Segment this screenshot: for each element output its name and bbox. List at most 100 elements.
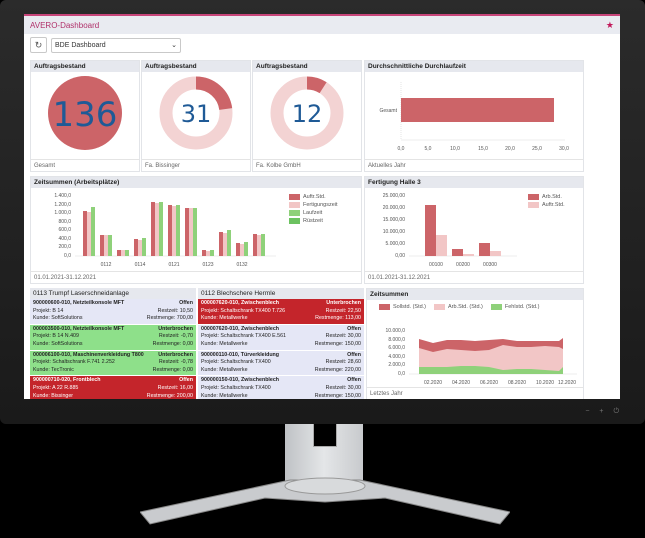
panel-footer: 01.01.2021-31.12.2021	[368, 275, 431, 281]
durchlaufzeit-chart: Gesamt 0,0 5,0 10,0 15,0 20,0 25,0 30,0	[379, 82, 569, 152]
panel-title: 0113 Trumpf Laserschneidanlage	[30, 288, 196, 299]
svg-text:400,0: 400,0	[58, 236, 71, 242]
svg-text:5,0: 5,0	[425, 146, 432, 152]
job-item[interactable]: 000007620-010, Zwischenblech Unterbrochen…	[198, 299, 364, 325]
svg-text:25,0: 25,0	[532, 146, 542, 152]
panel-title: Auftragsbestand	[31, 61, 139, 72]
svg-text:10.2020: 10.2020	[536, 380, 554, 386]
svg-text:10.000,00: 10.000,00	[383, 229, 405, 235]
chart-legend: Auftr.Std. Fertigungszeit Laufzeit Rüstz…	[289, 193, 338, 225]
kpi-value: 12	[292, 100, 323, 128]
chevron-down-icon: ⌄	[171, 42, 177, 49]
kpi-value: 31	[181, 100, 212, 128]
job-list-0112: 0112 Blechschere Hermle 000007620-010, Z…	[198, 288, 364, 399]
dashboard-select-value: BDE Dashboard	[55, 41, 106, 49]
app-titlebar: AVERO-Dashboard ★	[24, 14, 620, 34]
svg-text:1.400,0: 1.400,0	[54, 193, 71, 199]
panel-title: Durchschnittliche Durchlaufzeit	[365, 61, 583, 72]
svg-text:1.000,0: 1.000,0	[54, 210, 71, 216]
svg-text:15.000,00: 15.000,00	[383, 217, 405, 223]
job-list-0113: 0113 Trumpf Laserschneidanlage 900000600…	[30, 288, 196, 399]
svg-text:0121: 0121	[168, 262, 179, 268]
job-item[interactable]: 000003500-010, Netzteilkonsole MFT Unterb…	[30, 324, 196, 351]
svg-text:4.000,0: 4.000,0	[388, 354, 405, 360]
kpi-panel-kolbe: Auftragsbestand 12 Fa. Kolbe GmbH	[252, 60, 362, 172]
svg-text:00100: 00100	[429, 262, 443, 268]
chart-legend: Arb.Std. Auftr.Std.	[528, 193, 565, 209]
panel-footer: 01.01.2021-31.12.2021	[34, 275, 97, 281]
screen: AVERO-Dashboard ★ ↻ BDE Dashboard ⌄ Auft…	[24, 14, 620, 399]
kpi-circle: 136	[48, 76, 122, 150]
svg-text:0123: 0123	[202, 262, 213, 268]
monitor-neck-cutout	[313, 424, 337, 447]
svg-text:6.000,0: 6.000,0	[388, 345, 405, 351]
panel-title: Fertigung Halle 3	[365, 177, 583, 188]
panel-title: Auftragsbestand	[253, 61, 361, 72]
zeitsummen-arbeitsplaetze-panel: Zeitsummen (Arbeitsplätze) 1.400,0 1.200…	[30, 176, 362, 284]
svg-text:10.000,0: 10.000,0	[386, 328, 406, 334]
panel-footer: Letztes Jahr	[370, 391, 403, 397]
svg-text:5.000,00: 5.000,00	[386, 241, 406, 247]
dashboard-select[interactable]: BDE Dashboard ⌄	[51, 37, 181, 53]
svg-text:600,0: 600,0	[58, 227, 71, 233]
svg-text:30,0: 30,0	[559, 146, 569, 152]
panel-title: 0112 Blechschere Hermle	[198, 288, 364, 299]
svg-text:10,0: 10,0	[450, 146, 460, 152]
svg-text:20.000,00: 20.000,00	[383, 205, 405, 211]
svg-text:08.2020: 08.2020	[508, 380, 526, 386]
panel-footer: Fa. Bissinger	[145, 163, 181, 169]
zeitsummen-area-chart: 10.000,0 8.000,0 6.000,0 4.000,0 2.000,0…	[386, 328, 577, 386]
svg-text:0132: 0132	[236, 262, 247, 268]
refresh-button[interactable]: ↻	[30, 37, 47, 53]
kpi-panel-gesamt: Auftragsbestand 136 Gesamt	[30, 60, 140, 172]
fertigung-halle3-panel: Fertigung Halle 3 25.000,00 20.000,00 15…	[364, 176, 584, 284]
job-item[interactable]: 000007620-010, Zwischenblech Offen Projek…	[198, 324, 364, 351]
svg-text:20,0: 20,0	[505, 146, 515, 152]
app-title: AVERO-Dashboard	[30, 20, 100, 30]
svg-text:Gesamt: Gesamt	[379, 108, 397, 114]
fertigung-halle3-chart: 25.000,00 20.000,00 15.000,00 10.000,00 …	[383, 193, 517, 268]
kpi-donut: 12	[270, 76, 344, 150]
chart-legend: Sollstd. (Std.) Arb.Std. (Std.) Fehlstd.…	[379, 303, 539, 311]
panel-title: Zeitsummen	[367, 289, 583, 300]
svg-text:25.000,00: 25.000,00	[383, 193, 405, 199]
panel-footer: Gesamt	[34, 163, 56, 169]
svg-text:8.000,0: 8.000,0	[388, 337, 405, 343]
svg-text:12.2020: 12.2020	[558, 380, 576, 386]
svg-text:04.2020: 04.2020	[452, 380, 470, 386]
svg-text:00300: 00300	[483, 262, 497, 268]
svg-text:0,0: 0,0	[398, 371, 405, 377]
kpi-donut: 31	[159, 76, 233, 150]
svg-text:0,0: 0,0	[64, 253, 71, 259]
kpi-panel-bissinger: Auftragsbestand 31 Fa. Bissinger	[141, 60, 251, 172]
svg-text:02.2020: 02.2020	[424, 380, 442, 386]
job-item[interactable]: 900000710-020, Frontblech Offen Projekt: …	[30, 376, 196, 399]
job-item[interactable]: 000006100-010, Maschinenverkleidung T800…	[30, 350, 196, 377]
zeitsummen-arbeitsplaetze-chart: 1.400,0 1.200,0 1.000,0 800,0 600,0 400,…	[54, 193, 276, 268]
toolbar: ↻ BDE Dashboard ⌄	[24, 34, 620, 56]
durchlaufzeit-panel: Durchschnittliche Durchlaufzeit Gesamt 0…	[364, 60, 584, 172]
panel-title: Zeitsummen (Arbeitsplätze)	[31, 177, 361, 188]
refresh-icon: ↻	[34, 39, 43, 50]
kpi-value: 136	[53, 95, 118, 135]
svg-text:1.200,0: 1.200,0	[54, 202, 71, 208]
job-item[interactable]: 900000600-010, Netzteilkonsole MFT Offen …	[30, 299, 196, 325]
svg-text:200,0: 200,0	[58, 244, 71, 250]
zeitsummen-panel: Zeitsummen Sollstd. (Std.) Arb.Std. (Std…	[366, 288, 584, 399]
panel-footer: Aktuelles Jahr	[368, 163, 406, 169]
svg-text:06.2020: 06.2020	[480, 380, 498, 386]
svg-text:0,00: 0,00	[395, 253, 405, 259]
monitor-foot	[140, 477, 510, 525]
svg-text:0114: 0114	[135, 262, 146, 268]
svg-text:800,0: 800,0	[58, 219, 71, 225]
job-item[interactable]: 900000110-010, Türverkleidung Offen Proje…	[198, 350, 364, 377]
monitor-buttons: − + ⏻	[585, 408, 623, 415]
svg-text:00200: 00200	[456, 262, 470, 268]
star-icon[interactable]: ★	[605, 19, 614, 30]
svg-text:0112: 0112	[101, 262, 112, 268]
svg-text:15,0: 15,0	[478, 146, 488, 152]
panel-title: Auftragsbestand	[142, 61, 250, 72]
svg-text:0,0: 0,0	[398, 146, 405, 152]
svg-text:2.000,0: 2.000,0	[388, 362, 405, 368]
job-item[interactable]: 900000150-010, Zwischenblech Offen Projek…	[198, 376, 364, 399]
